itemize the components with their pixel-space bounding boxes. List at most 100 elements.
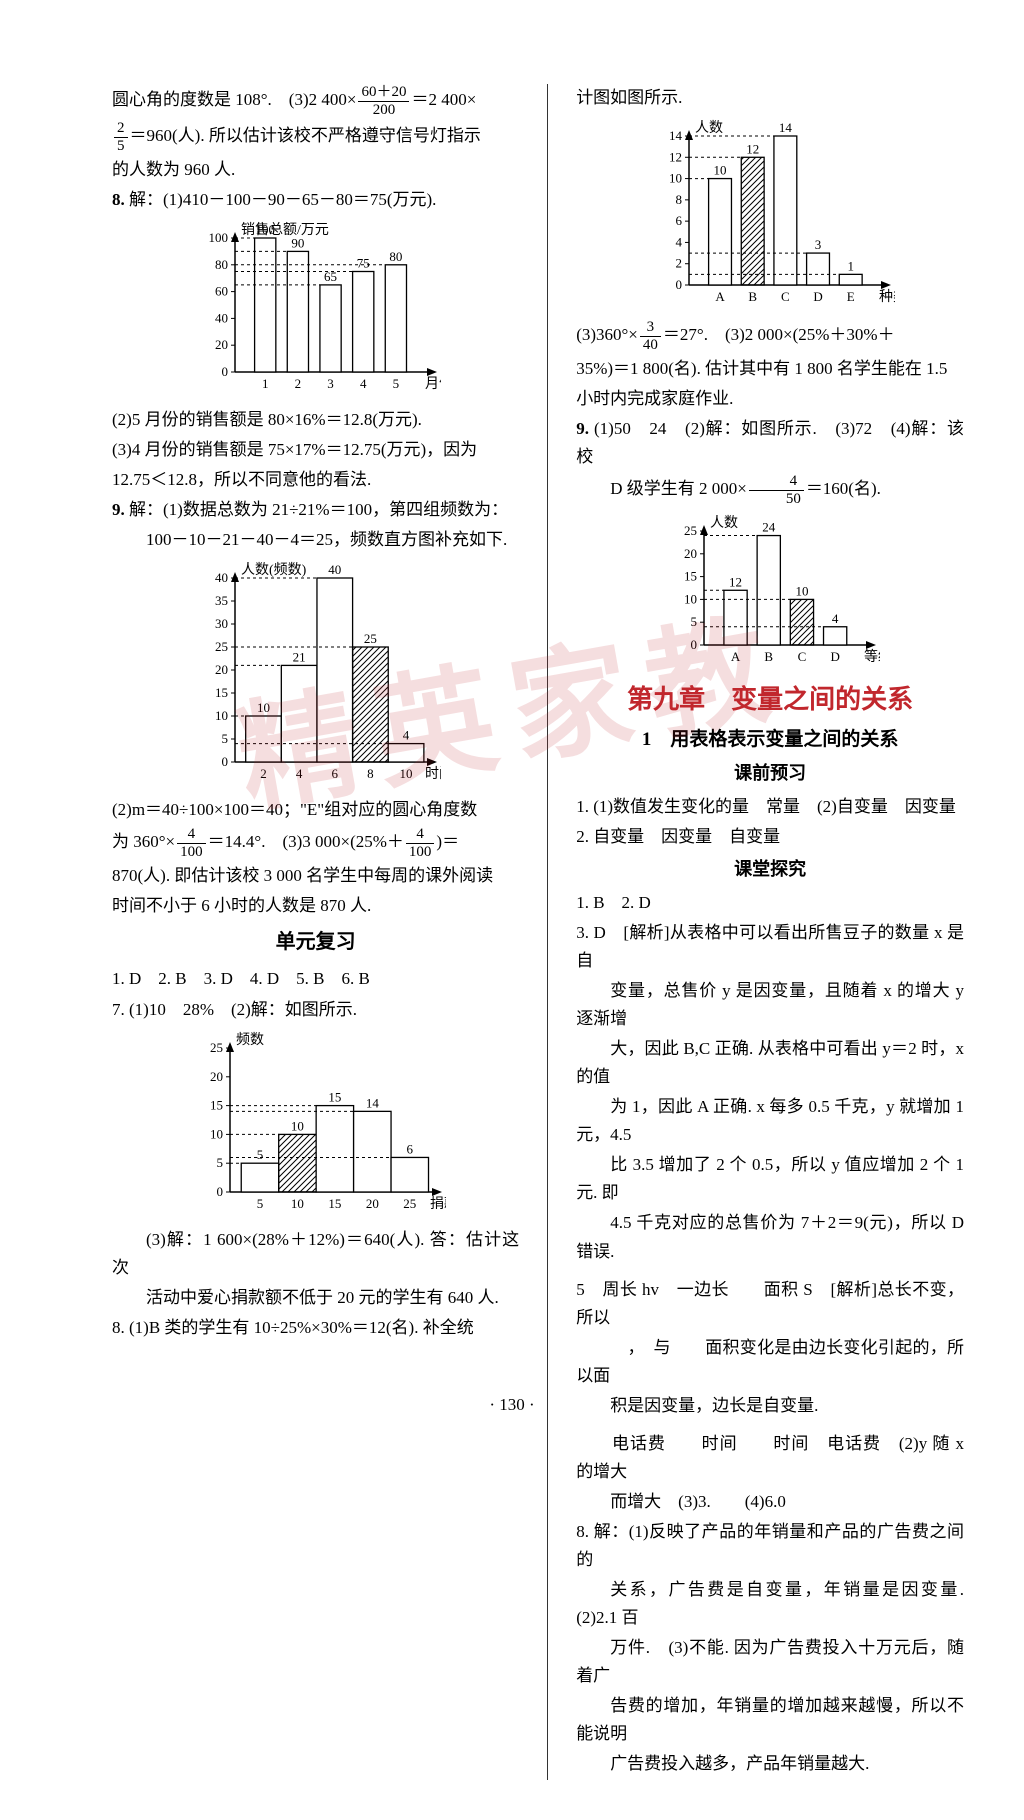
review-line4: 活动中爱心捐款额不低于 20 元的学生有 640 人. bbox=[112, 1284, 519, 1312]
svg-text:0: 0 bbox=[676, 277, 683, 292]
svg-text:20: 20 bbox=[215, 337, 228, 352]
category-bar-chart: 02468101214人数10A12B14C3D1E种类 bbox=[645, 118, 895, 313]
in-l3b: 变量，总售价 y 是因变量，且随着 x 的增大 y 逐渐增 bbox=[576, 977, 964, 1033]
svg-text:人数: 人数 bbox=[710, 515, 738, 531]
text: 为 360°× bbox=[112, 832, 175, 851]
r9-head: 9. (1)50 24 (2)解：如图所示. (3)72 (4)解：该校 bbox=[576, 415, 964, 471]
r8-line4: 小时内完成家庭作业. bbox=[576, 385, 964, 413]
r9-line2: D 级学生有 2 000×450＝160(名). bbox=[576, 473, 964, 507]
svg-text:销售总额/万元: 销售总额/万元 bbox=[241, 222, 329, 238]
svg-text:4: 4 bbox=[402, 728, 409, 743]
spacer bbox=[576, 1422, 964, 1428]
svg-text:时间/小时: 时间/小时 bbox=[425, 766, 441, 782]
inclass-title: 课堂探究 bbox=[576, 855, 964, 885]
frac-bot: 100 bbox=[177, 844, 206, 861]
svg-text:35: 35 bbox=[215, 593, 228, 608]
frac-top: 4 bbox=[406, 826, 435, 844]
svg-text:15: 15 bbox=[210, 1097, 223, 1112]
text: 解：(1)数据总数为 21÷21%＝100，第四组频数为： bbox=[129, 500, 508, 519]
svg-text:10: 10 bbox=[257, 700, 270, 715]
svg-text:月份: 月份 bbox=[425, 376, 441, 392]
svg-text:10: 10 bbox=[684, 592, 697, 607]
q9-line5: 时间不小于 6 小时的人数是 870 人. bbox=[112, 892, 519, 920]
svg-text:40: 40 bbox=[215, 310, 228, 325]
svg-text:A: A bbox=[715, 289, 725, 304]
fraction: 4100 bbox=[406, 826, 435, 860]
frac-top: 2 bbox=[114, 120, 128, 138]
svg-text:30: 30 bbox=[215, 616, 228, 631]
sales-bar-chart: 020406080100销售总额/万元1001902653754805月份 bbox=[191, 220, 441, 400]
svg-text:25: 25 bbox=[364, 631, 377, 646]
q8-head: 8. 解：(1)410－100－90－65－80＝75(万元). bbox=[112, 186, 519, 214]
svg-text:5: 5 bbox=[256, 1196, 263, 1211]
review-line1: 1. D 2. B 3. D 4. D 5. B 6. B bbox=[112, 965, 519, 993]
reading-time-histogram: 0510152025303540人数(频数)102214406258410时间/… bbox=[191, 560, 441, 790]
svg-text:10: 10 bbox=[210, 1126, 223, 1141]
svg-text:15: 15 bbox=[328, 1196, 341, 1211]
text: 圆心角的度数是 108°. (3)2 400× bbox=[112, 90, 356, 109]
text: (3)360°× bbox=[576, 325, 638, 344]
q8-line2: (2)5 月份的销售额是 80×16%＝12.8(万元). bbox=[112, 406, 519, 434]
svg-text:14: 14 bbox=[669, 128, 683, 143]
spacer bbox=[576, 1268, 964, 1274]
svg-text:5: 5 bbox=[691, 614, 698, 629]
svg-text:10: 10 bbox=[669, 171, 682, 186]
svg-text:E: E bbox=[847, 289, 855, 304]
q8-line4: 12.75＜12.8，所以不同意他的看法. bbox=[112, 466, 519, 494]
svg-text:3: 3 bbox=[815, 237, 822, 252]
frac-bot: 200 bbox=[358, 102, 409, 119]
svg-text:75: 75 bbox=[356, 256, 369, 271]
fraction: 4100 bbox=[177, 826, 206, 860]
pre-l1: 1. (1)数值发生变化的量 常量 (2)自变量 因变量 bbox=[576, 793, 964, 821]
in-l7a: 电话费 时间 时间 电话费 (2)y 随 x 的增大 bbox=[576, 1430, 964, 1486]
svg-text:12: 12 bbox=[729, 575, 742, 590]
svg-text:14: 14 bbox=[365, 1095, 379, 1110]
frac-bot: 100 bbox=[406, 844, 435, 861]
svg-text:4: 4 bbox=[676, 234, 683, 249]
svg-text:4: 4 bbox=[832, 611, 839, 626]
text: 解：(1)410－100－90－65－80＝75(万元). bbox=[129, 190, 436, 209]
svg-text:10: 10 bbox=[291, 1196, 304, 1211]
in-l3d: 为 1，因此 A 正确. x 每多 0.5 千克，y 就增加 1 元，4.5 bbox=[576, 1093, 964, 1149]
frac-top: 4 bbox=[177, 826, 206, 844]
svg-text:5: 5 bbox=[216, 1155, 223, 1170]
svg-text:25: 25 bbox=[215, 639, 228, 654]
fraction: 60＋20200 bbox=[358, 84, 409, 118]
in-l5c: 积是因变量，边长是自变量. bbox=[576, 1392, 964, 1420]
svg-text:6: 6 bbox=[676, 213, 683, 228]
svg-text:4: 4 bbox=[360, 376, 367, 391]
in-l3f: 4.5 千克对应的总售价为 7＋2＝9(元)，所以 D 错误. bbox=[576, 1209, 964, 1265]
svg-text:8: 8 bbox=[367, 766, 374, 781]
in-l3e: 比 3.5 增加了 2 个 0.5，所以 y 值应增加 2 个 1 元. 即 bbox=[576, 1151, 964, 1207]
in-l8d: 告费的增加，年销量的增加越来越慢，所以不能说明 bbox=[576, 1692, 964, 1748]
in-l3: 3. D [解析]从表格中可以看出所售豆子的数量 x 是自 bbox=[576, 919, 964, 975]
svg-text:80: 80 bbox=[215, 257, 228, 272]
left-column: 圆心角的度数是 108°. (3)2 400×60＋20200＝2 400× 2… bbox=[112, 84, 519, 1780]
svg-text:3: 3 bbox=[327, 376, 334, 391]
frac-top: 60＋20 bbox=[358, 84, 409, 102]
svg-text:0: 0 bbox=[216, 1184, 223, 1199]
svg-text:10: 10 bbox=[796, 584, 809, 599]
q9-line3a: (2)m＝40÷100×100＝40；"E"组对应的圆心角度数 bbox=[112, 796, 519, 824]
page-content: 圆心角的度数是 108°. (3)2 400×60＋20200＝2 400× 2… bbox=[0, 0, 1024, 1820]
column-divider bbox=[547, 84, 548, 1780]
svg-text:5: 5 bbox=[256, 1147, 263, 1162]
q9-line4: 870(人). 即估计该校 3 000 名学生中每周的课外阅读 bbox=[112, 862, 519, 890]
svg-text:14: 14 bbox=[779, 120, 793, 135]
svg-text:2: 2 bbox=[294, 376, 301, 391]
svg-text:D: D bbox=[813, 289, 822, 304]
svg-text:12: 12 bbox=[746, 141, 759, 156]
pre-l2: 2. 自变量 因变量 自变量 bbox=[576, 823, 964, 851]
svg-text:6: 6 bbox=[406, 1141, 413, 1156]
review-line2: 7. (1)10 28% (2)解：如图所示. bbox=[112, 996, 519, 1024]
svg-text:60: 60 bbox=[215, 284, 228, 299]
svg-text:人数: 人数 bbox=[695, 120, 723, 136]
svg-text:20: 20 bbox=[684, 546, 697, 561]
svg-text:C: C bbox=[798, 649, 807, 664]
svg-text:A: A bbox=[731, 649, 741, 664]
q9-line3b: 为 360°×4100＝14.4°. (3)3 000×(25%＋4100)＝ bbox=[112, 826, 519, 860]
r8-line2: (3)360°×340＝27°. (3)2 000×(25%＋30%＋ bbox=[576, 319, 964, 353]
frac-top: 4 bbox=[749, 473, 804, 491]
question-number: 9. bbox=[112, 500, 125, 519]
svg-text:25: 25 bbox=[684, 523, 697, 538]
